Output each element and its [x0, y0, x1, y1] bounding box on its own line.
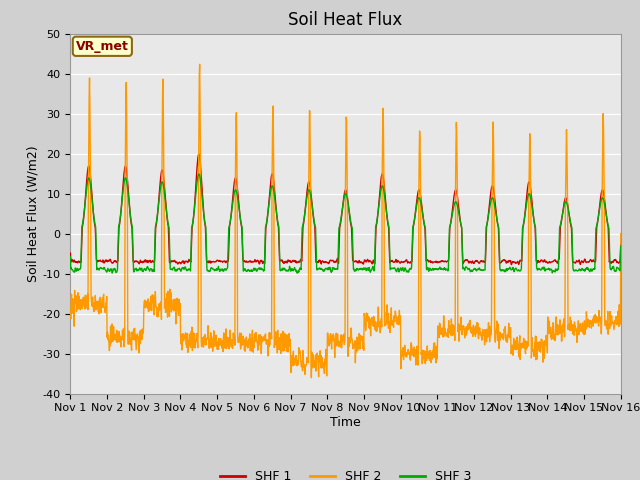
Y-axis label: Soil Heat Flux (W/m2): Soil Heat Flux (W/m2)	[27, 145, 40, 282]
Title: Soil Heat Flux: Soil Heat Flux	[289, 11, 403, 29]
Text: VR_met: VR_met	[76, 40, 129, 53]
X-axis label: Time: Time	[330, 416, 361, 429]
Legend: SHF 1, SHF 2, SHF 3: SHF 1, SHF 2, SHF 3	[215, 465, 476, 480]
